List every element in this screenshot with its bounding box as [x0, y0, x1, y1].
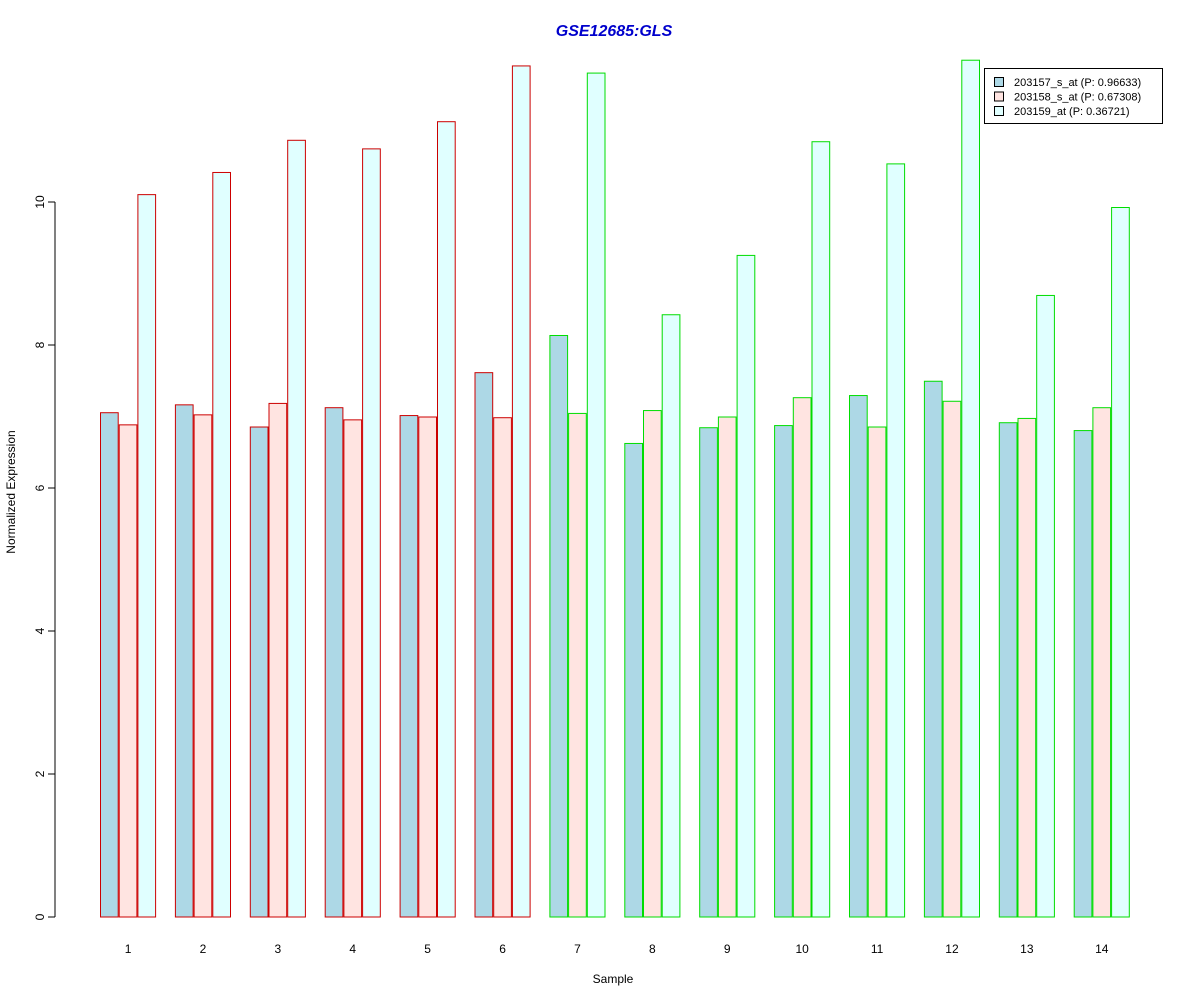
bar — [100, 412, 119, 918]
x-tick-label: 1 — [125, 942, 132, 956]
legend: 203157_s_at (P: 0.96633) 203158_s_at (P: … — [984, 68, 1163, 124]
bar — [212, 171, 232, 918]
bar — [886, 163, 906, 918]
y-tick-label: 4 — [33, 627, 47, 634]
x-axis-label: Sample — [593, 972, 634, 986]
y-tick-label: 6 — [33, 484, 47, 491]
bar — [362, 148, 381, 918]
bar — [923, 380, 943, 918]
legend-swatch — [994, 77, 1004, 87]
bar — [792, 397, 812, 918]
bar — [249, 426, 269, 918]
bar — [624, 442, 643, 918]
x-tick-label: 6 — [499, 942, 506, 956]
bar — [849, 395, 868, 918]
bar — [717, 416, 737, 918]
y-axis-label: Normalized Expression — [4, 430, 18, 553]
x-tick-labels: 1 2 3 4 5 6 7 8 9 10 11 12 13 14 — [125, 942, 1109, 956]
x-tick-label: 14 — [1095, 942, 1109, 956]
bar — [643, 410, 662, 918]
bar — [586, 72, 606, 918]
x-tick-label: 13 — [1020, 942, 1034, 956]
bar — [549, 334, 569, 918]
bar — [137, 194, 157, 918]
legend-swatch — [994, 91, 1004, 102]
bar — [1036, 294, 1055, 918]
bar — [998, 422, 1018, 918]
bar — [399, 415, 419, 918]
bar — [118, 424, 138, 918]
legend-box — [984, 68, 1163, 124]
bar — [811, 141, 831, 918]
bar — [942, 400, 962, 918]
x-tick-label: 3 — [275, 942, 282, 956]
bar — [511, 65, 531, 918]
bar — [774, 425, 793, 918]
bar — [736, 254, 756, 918]
x-tick-label: 5 — [424, 942, 431, 956]
y-axis: 0 2 4 6 8 10 — [33, 195, 56, 920]
legend-swatch — [994, 106, 1004, 116]
y-tick-label: 8 — [33, 341, 47, 348]
bar — [437, 121, 456, 918]
bar — [1111, 207, 1130, 918]
bar — [699, 427, 718, 918]
bar — [474, 372, 494, 918]
bar — [493, 417, 512, 918]
bar — [867, 426, 887, 918]
legend-entry: 203158_s_at (P: 0.67308) — [1014, 92, 1141, 104]
legend-entry: 203159_at (P: 0.36721) — [1014, 106, 1130, 118]
chart-title: GSE12685:GLS — [556, 23, 673, 40]
bar — [343, 419, 363, 918]
bar — [418, 416, 437, 918]
bar — [661, 314, 681, 918]
x-tick-label: 2 — [200, 942, 207, 956]
bars — [100, 59, 1130, 918]
bar — [174, 404, 194, 918]
x-tick-label: 12 — [945, 942, 959, 956]
x-tick-label: 11 — [871, 942, 884, 956]
x-tick-label: 9 — [724, 942, 731, 956]
bar — [961, 59, 980, 918]
bar — [1092, 407, 1112, 918]
bar — [287, 139, 306, 918]
x-tick-label: 10 — [795, 942, 809, 956]
bar — [193, 414, 213, 918]
bar — [1073, 430, 1093, 918]
x-tick-label: 8 — [649, 942, 656, 956]
bar — [324, 407, 344, 918]
y-tick-label: 10 — [33, 195, 47, 209]
x-tick-label: 7 — [574, 942, 581, 956]
bar — [268, 402, 288, 918]
y-tick-label: 2 — [33, 770, 47, 777]
y-tick-label: 0 — [33, 913, 47, 920]
bar — [1017, 417, 1037, 918]
x-tick-label: 4 — [349, 942, 356, 956]
legend-entry: 203157_s_at (P: 0.96633) — [1014, 77, 1141, 89]
bar — [568, 412, 587, 918]
